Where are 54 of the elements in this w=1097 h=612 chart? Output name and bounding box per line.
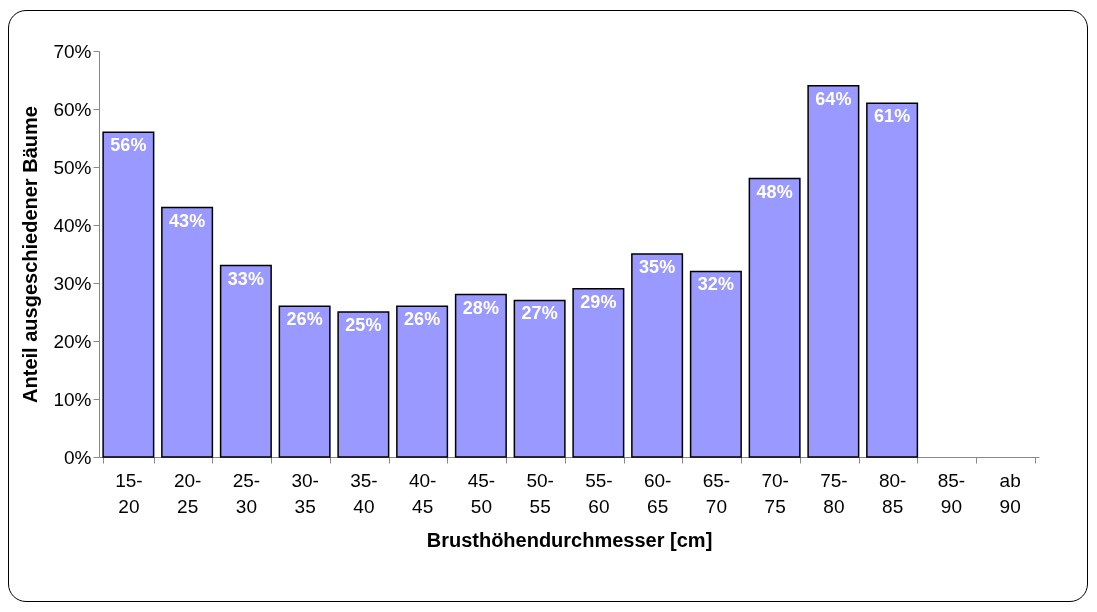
bar	[337, 311, 390, 458]
y-tick-label: 0%	[64, 446, 92, 468]
y-tick-label: 40%	[53, 214, 92, 236]
data-label: 29%	[580, 291, 617, 312]
y-tick-label: 10%	[53, 388, 92, 410]
bar	[454, 293, 507, 458]
data-label: 48%	[756, 181, 793, 202]
y-tick-label: 70%	[53, 40, 92, 62]
bar	[513, 299, 566, 458]
data-label: 64%	[815, 88, 852, 109]
bar	[102, 131, 155, 458]
y-tick-label: 30%	[53, 272, 92, 294]
x-tick-label: 70- 75	[761, 469, 789, 517]
x-tick-label: 50- 55	[526, 469, 554, 517]
y-tick-label: 50%	[53, 156, 92, 178]
bar	[807, 85, 860, 458]
data-label: 32%	[697, 274, 734, 295]
x-tick-label: 45- 50	[467, 469, 496, 517]
bar	[689, 270, 742, 458]
x-tick-label: 60- 65	[643, 469, 672, 517]
x-tick-label: 55- 60	[585, 469, 613, 517]
x-axis-title: Brusthöhendurchmesser [cm]	[426, 528, 713, 551]
data-label: 56%	[110, 135, 147, 156]
data-label: 33%	[227, 268, 264, 289]
data-label: 61%	[874, 106, 911, 127]
bar	[866, 102, 919, 458]
data-label: 35%	[639, 257, 676, 277]
data-label: 28%	[462, 297, 499, 318]
bar	[396, 305, 449, 458]
bar	[278, 305, 331, 458]
x-tick-label: 25- 30	[232, 469, 261, 517]
x-tick-label: 35- 40	[350, 469, 378, 517]
data-label: 25%	[345, 315, 382, 335]
x-tick-label: 65- 70	[702, 469, 731, 517]
x-tick-label: 15- 20	[115, 469, 143, 517]
x-tick-label: 75- 80	[820, 469, 848, 517]
y-axis-title: Anteil ausgeschiedener Bäume	[19, 106, 42, 403]
data-label: 26%	[404, 309, 441, 330]
data-label: 26%	[286, 309, 323, 330]
x-tick-label: 80- 85	[878, 469, 907, 517]
x-tick-label: ab 90	[999, 469, 1021, 517]
y-tick-label: 20%	[53, 330, 92, 352]
y-tick-label: 60%	[53, 98, 92, 120]
x-tick-label: 20- 25	[173, 469, 202, 517]
bar	[748, 177, 801, 458]
data-label: 43%	[169, 210, 206, 231]
data-label: 27%	[521, 303, 558, 324]
x-tick-label: 30- 35	[291, 469, 319, 517]
bar	[219, 264, 272, 458]
bar	[161, 206, 214, 458]
x-tick-label: 40- 45	[408, 469, 437, 517]
bar	[572, 288, 625, 458]
x-tick-label: 85- 90	[937, 469, 966, 517]
bar	[631, 253, 684, 458]
